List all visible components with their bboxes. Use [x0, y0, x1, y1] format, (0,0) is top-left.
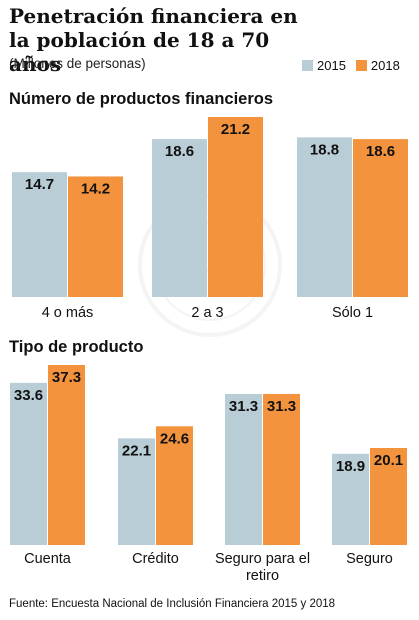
bar-chart-productos: 14.7 14.2 4 o más 18.6 21.2 2 a 3 18.8 18.6 Sólo…: [12, 117, 408, 321]
category-label-4-o-mas: 4 o más: [42, 305, 94, 321]
data-label-4-o-mas-2018: 14.2: [81, 180, 110, 197]
category-label-solo-1: Sólo 1: [332, 305, 373, 321]
data-label-credito-2015: 22.1: [122, 442, 151, 459]
data-label-2-a-3-2015: 18.6: [165, 143, 194, 160]
legend-swatch-2015: [302, 60, 313, 71]
data-label-credito-2018: 24.6: [160, 430, 189, 447]
source-note: Fuente: Encuesta Nacional de Inclusión F…: [9, 598, 336, 610]
legend-label-2018: 2018: [370, 58, 400, 73]
legend-item-2015: 2015: [302, 58, 346, 73]
data-label-solo-1-2015: 18.8: [310, 141, 339, 158]
category-label-2-a-3: 2 a 3: [191, 305, 223, 321]
category-label-seguro: Seguro: [346, 551, 393, 567]
legend-item-2018: 2018: [355, 58, 400, 73]
data-label-2-a-3-2018: 21.2: [221, 121, 250, 138]
section-title-productos: Número de productos financieros: [9, 90, 274, 108]
bar-seguro-para-el-retiro-2015: [225, 393, 262, 545]
bar-seguro-para-el-retiro-2018: [263, 393, 300, 545]
data-label-seguro-para-el-retiro-2018: 31.3: [267, 398, 296, 415]
data-label-4-o-mas-2015: 14.7: [25, 176, 54, 193]
data-label-cuenta-2015: 33.6: [14, 387, 43, 404]
bar-2-a-3-2015: [152, 139, 207, 297]
legend-label-2015: 2015: [317, 58, 346, 73]
bar-credito-2018: [156, 426, 193, 545]
legend-swatch-2018: [355, 60, 367, 71]
bar-seguro-2015: [332, 453, 369, 545]
bar-chart-tipo: 33.6 37.3 Cuenta 22.1 24.6 Crédito 31.3 31.3 Seg…: [10, 365, 407, 584]
category-label-cuenta: Cuenta: [24, 551, 72, 567]
bar-solo-1-2018: [353, 139, 408, 297]
category-label-seguro-para-el-retiro: Seguro para el retiro: [215, 551, 310, 584]
chart-title: Penetración financiera en la población d…: [9, 4, 298, 76]
bar-2-a-3-2018: [208, 117, 263, 297]
legend: 2015 2018: [302, 58, 410, 73]
bar-seguro-2018: [370, 448, 407, 545]
category-label-credito: Crédito: [132, 551, 179, 567]
bar-cuenta-2018: [48, 365, 85, 545]
bar-cuenta-2015: [10, 382, 47, 545]
bar-solo-1-2015: [297, 137, 352, 297]
data-label-seguro-2018: 20.1: [374, 452, 403, 469]
data-label-solo-1-2018: 18.6: [366, 143, 395, 160]
section-title-tipo: Tipo de producto: [9, 338, 144, 356]
chart-subtitle: (Millones de personas): [9, 56, 146, 71]
bar-4-o-mas-2015: [12, 172, 67, 297]
data-label-seguro-para-el-retiro-2015: 31.3: [229, 398, 258, 415]
bar-credito-2015: [118, 438, 155, 545]
bar-4-o-mas-2018: [68, 176, 123, 297]
data-label-cuenta-2018: 37.3: [52, 369, 81, 386]
data-label-seguro-2015: 18.9: [336, 458, 365, 475]
